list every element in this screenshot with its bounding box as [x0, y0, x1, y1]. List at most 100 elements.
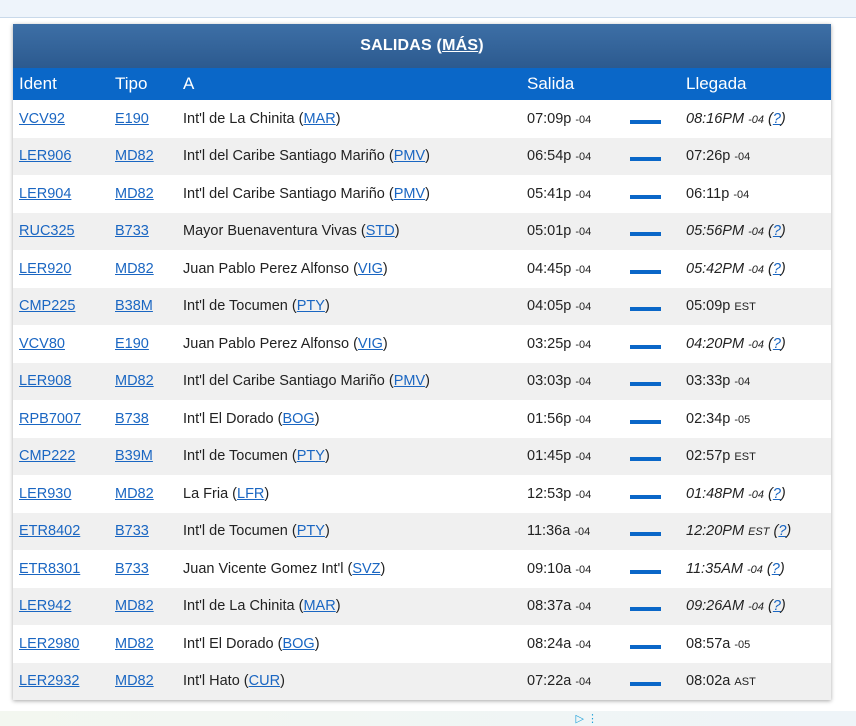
- flight-ident-link[interactable]: LER906: [19, 148, 72, 165]
- airport-code-link[interactable]: MAR: [303, 110, 336, 127]
- table-row: LER2932 MD82 Int'l Hato (CUR) 07:22a -04 08:…: [13, 662, 831, 701]
- flight-ident-link[interactable]: RPB7007: [19, 410, 82, 427]
- aircraft-type-link[interactable]: B733: [115, 560, 149, 577]
- flight-ident-link[interactable]: ETR8301: [19, 560, 81, 577]
- destination-name: Int'l de Tocumen: [183, 523, 288, 540]
- aircraft-type-link[interactable]: B738: [115, 410, 149, 427]
- airport-code-link[interactable]: PMV: [393, 185, 426, 202]
- flight-ident-link[interactable]: LER920: [19, 260, 72, 277]
- airport-code-link[interactable]: MAR: [303, 598, 336, 615]
- progress-cell: [624, 138, 680, 176]
- airport-code-link[interactable]: PMV: [393, 373, 426, 390]
- flight-ident-link[interactable]: LER904: [19, 185, 72, 202]
- airport-code-link[interactable]: BOG: [282, 635, 315, 652]
- airport-code-link[interactable]: PTY: [296, 298, 325, 315]
- aircraft-type-cell: MD82: [109, 138, 177, 176]
- table-row: LER930 MD82 La Fria (LFR) 12:53p -04 01:48PM…: [13, 475, 831, 513]
- column-header-departure[interactable]: Salida: [527, 74, 575, 93]
- estimate-help-link[interactable]: ?: [778, 523, 787, 540]
- flight-progress-bar: [630, 269, 661, 274]
- progress-cell: [624, 475, 680, 513]
- ident-cell: VCV80: [13, 325, 109, 363]
- arrival-cell: 03:33p -04: [680, 363, 831, 401]
- departure-cell: 09:10a -04: [521, 550, 624, 588]
- arrival-cell: 01:48PM -04 (?): [686, 485, 786, 502]
- flight-ident-link[interactable]: VCV92: [19, 110, 65, 127]
- aircraft-type-link[interactable]: B733: [115, 223, 149, 240]
- flight-ident-link[interactable]: LER2980: [19, 635, 80, 652]
- aircraft-type-link[interactable]: B733: [115, 523, 149, 540]
- table-row: CMP222 B39M Int'l de Tocumen (PTY) 01:45p -…: [13, 437, 831, 475]
- departure-cell: 01:56p -04: [521, 400, 624, 438]
- estimate-help-link[interactable]: ?: [772, 110, 781, 127]
- aircraft-type-link[interactable]: MD82: [115, 635, 154, 652]
- estimate-help-link[interactable]: ?: [772, 260, 781, 277]
- aircraft-type-link[interactable]: MD82: [115, 673, 154, 690]
- departure-time: 08:37a: [527, 598, 572, 615]
- column-header-ident[interactable]: Ident: [19, 74, 57, 93]
- flight-ident-link[interactable]: ETR8402: [19, 523, 81, 540]
- aircraft-type-link[interactable]: E190: [115, 335, 149, 352]
- airport-code-link[interactable]: PTY: [296, 448, 325, 465]
- aircraft-type-link[interactable]: MD82: [115, 373, 154, 390]
- estimate-help-link[interactable]: ?: [771, 560, 780, 577]
- airport-code-link[interactable]: STD: [365, 223, 395, 240]
- aircraft-type-link[interactable]: B39M: [115, 448, 153, 465]
- airport-code-link[interactable]: VIG: [357, 260, 383, 277]
- aircraft-type-link[interactable]: MD82: [115, 260, 154, 277]
- estimate-help-link[interactable]: ?: [772, 598, 781, 615]
- column-header-destination[interactable]: A: [183, 74, 195, 93]
- aircraft-type-link[interactable]: MD82: [115, 185, 154, 202]
- arrival-timezone: -04: [747, 563, 763, 576]
- arrival-timezone: -05: [734, 638, 751, 651]
- progress-cell: [624, 250, 680, 288]
- flight-ident-link[interactable]: LER2932: [19, 673, 80, 690]
- departure-timezone: -04: [575, 301, 592, 314]
- estimate-help-link[interactable]: ?: [772, 485, 781, 502]
- airport-code-link[interactable]: BOG: [282, 410, 315, 427]
- aircraft-type-link[interactable]: MD82: [115, 148, 154, 165]
- airport-code-link[interactable]: CUR: [248, 673, 281, 690]
- ident-cell: LER904: [13, 175, 109, 213]
- kebab-menu-icon[interactable]: ⋮: [587, 713, 598, 725]
- aircraft-type-link[interactable]: MD82: [115, 485, 154, 502]
- table-row: LER2980 MD82 Int'l El Dorado (BOG) 08:24a -…: [13, 625, 831, 663]
- estimate-help-link[interactable]: ?: [772, 223, 781, 240]
- flight-ident-link[interactable]: LER908: [19, 373, 72, 390]
- airport-code-link[interactable]: SVZ: [352, 560, 381, 577]
- aircraft-type-link[interactable]: B38M: [115, 298, 153, 315]
- departure-timezone: -04: [575, 488, 592, 501]
- destination-cell: Int'l de Tocumen (PTY): [183, 523, 330, 540]
- more-link[interactable]: MÁS: [442, 37, 479, 54]
- airport-code-link[interactable]: PTY: [296, 523, 325, 540]
- ident-cell: LER920: [13, 250, 109, 288]
- departure-cell: 07:22a -04: [521, 663, 624, 701]
- aircraft-type-link[interactable]: MD82: [115, 598, 154, 615]
- flight-ident-link[interactable]: CMP222: [19, 448, 76, 465]
- aircraft-type-cell: B38M: [109, 288, 177, 326]
- ident-cell: ETR8301: [13, 550, 109, 588]
- progress-cell: [624, 100, 680, 138]
- arrival-timezone: -04: [748, 338, 764, 351]
- airport-code-link[interactable]: VIG: [357, 335, 383, 352]
- airport-code-link[interactable]: LFR: [237, 485, 265, 502]
- column-header-row: Ident Tipo A Salida Llegada: [13, 68, 831, 100]
- destination-cell: Int'l de La Chinita (MAR): [183, 598, 341, 615]
- column-header-tipo[interactable]: Tipo: [115, 74, 148, 93]
- destination-name: Int'l de La Chinita: [183, 110, 295, 127]
- flight-ident-link[interactable]: CMP225: [19, 298, 76, 315]
- estimate-help-link[interactable]: ?: [772, 335, 781, 352]
- departures-table: Ident Tipo A Salida Llegada VCV92 E190 Int…: [13, 68, 831, 700]
- flight-ident-link[interactable]: RUC325: [19, 223, 75, 240]
- flight-ident-link[interactable]: LER930: [19, 485, 72, 502]
- column-header-arrival[interactable]: Llegada: [686, 74, 747, 93]
- airport-code-link[interactable]: PMV: [393, 148, 426, 165]
- table-row: RPB7007 B738 Int'l El Dorado (BOG) 01:56p -…: [13, 400, 831, 438]
- departure-cell: 04:45p -04: [521, 250, 624, 288]
- flight-ident-link[interactable]: VCV80: [19, 335, 65, 352]
- arrival-timezone: -04: [748, 226, 764, 239]
- play-triangle-icon[interactable]: ▷: [575, 713, 584, 725]
- arrival-timezone: EST: [748, 526, 770, 539]
- flight-ident-link[interactable]: LER942: [19, 598, 72, 615]
- aircraft-type-link[interactable]: E190: [115, 110, 149, 127]
